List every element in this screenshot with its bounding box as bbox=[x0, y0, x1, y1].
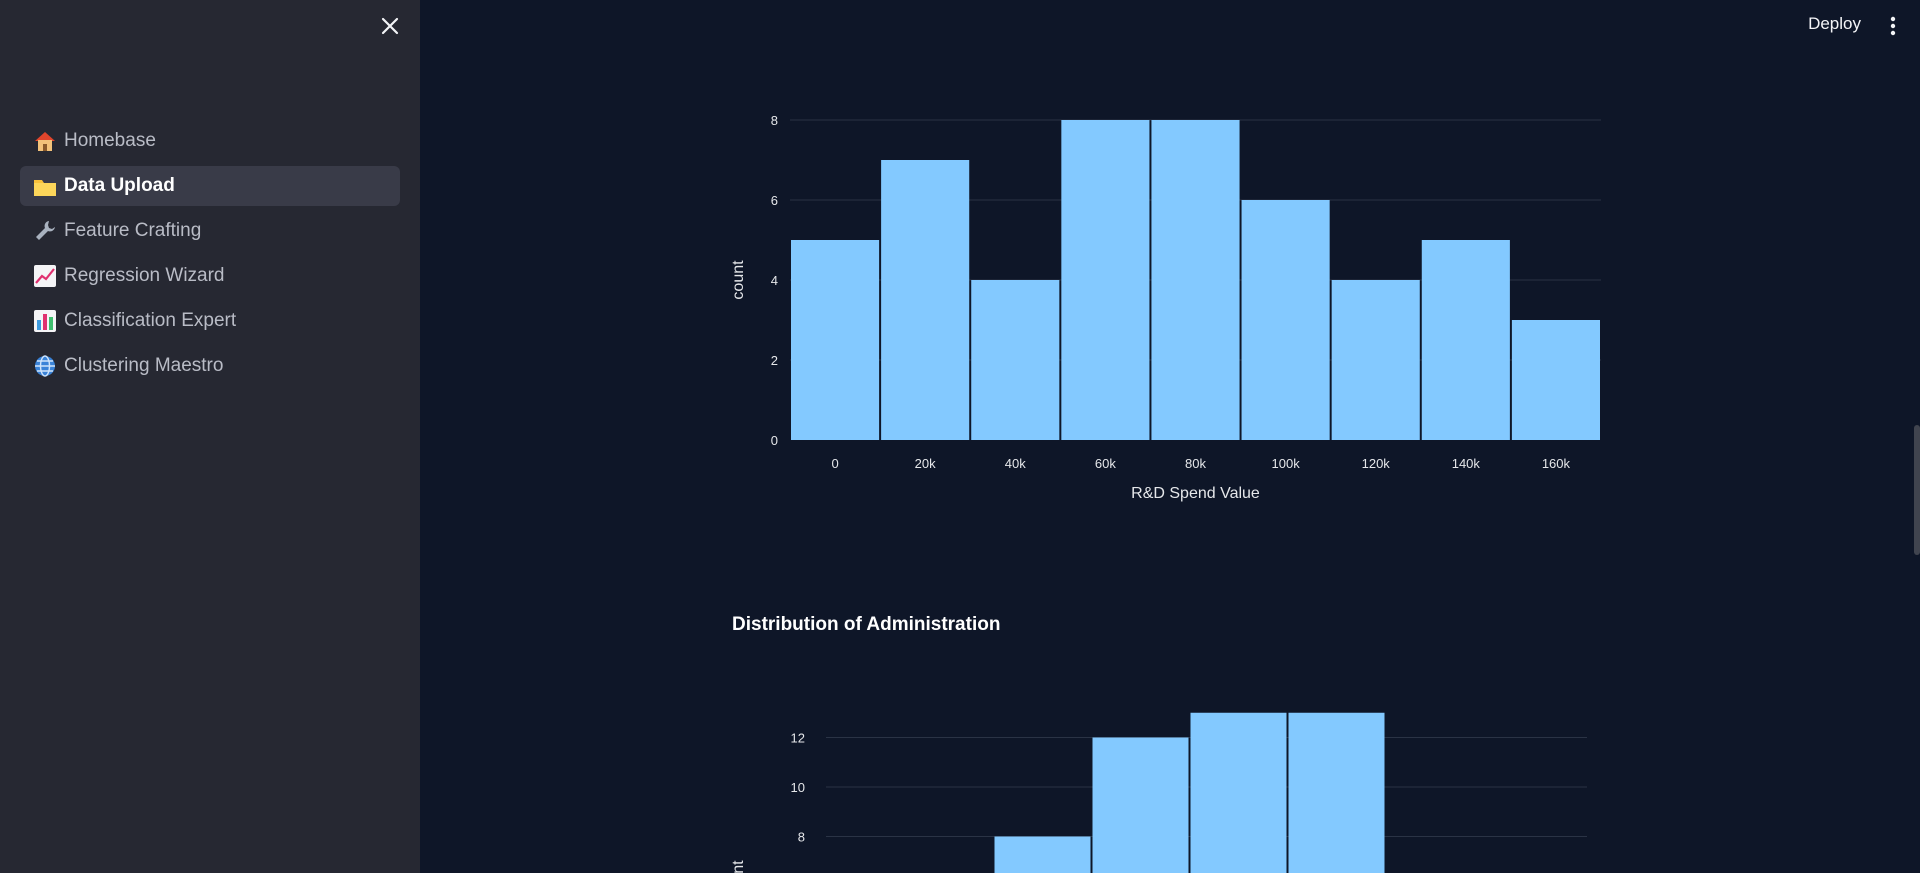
x-tick-label: 40k bbox=[1005, 456, 1026, 471]
main-content: Deploy 0 2 4 6 8 0 20k 40k 60k 80k 100k 120k 140k 160… bbox=[420, 0, 1920, 873]
sidebar-item-classification-expert[interactable]: Classification Expert bbox=[20, 301, 400, 341]
y-tick-label: 6 bbox=[771, 193, 778, 208]
wrench-icon bbox=[32, 218, 58, 244]
x-tick-label: 140k bbox=[1452, 456, 1481, 471]
sidebar-item-clustering-maestro[interactable]: Clustering Maestro bbox=[20, 346, 400, 386]
sidebar-item-label: Classification Expert bbox=[64, 310, 237, 331]
deploy-button[interactable]: Deploy bbox=[1808, 14, 1861, 33]
sidebar-item-data-upload[interactable]: Data Upload bbox=[20, 166, 400, 206]
x-tick-label: 100k bbox=[1272, 456, 1301, 471]
rd-spend-histogram: 0 2 4 6 8 0 20k 40k 60k 80k 100k 120k 140k 160k R&D Sp… bbox=[730, 113, 1601, 502]
sidebar-item-label: Homebase bbox=[64, 130, 156, 151]
histogram-bar bbox=[1421, 240, 1510, 440]
page-scrollbar[interactable] bbox=[1914, 425, 1920, 555]
y-tick-label: 4 bbox=[771, 273, 778, 288]
x-tick-label: 60k bbox=[1095, 456, 1116, 471]
close-sidebar-button[interactable] bbox=[378, 14, 402, 38]
sidebar-item-homebase[interactable]: Homebase bbox=[20, 121, 400, 161]
y-tick-label: 8 bbox=[771, 113, 778, 128]
y-tick-label: 10 bbox=[791, 780, 805, 795]
y-axis-title: count bbox=[730, 260, 747, 300]
x-tick-label: 0 bbox=[831, 456, 838, 471]
sidebar: Homebase Data Upload Feature Crafting Regre… bbox=[0, 0, 420, 873]
histogram-bar bbox=[1288, 712, 1385, 873]
histogram-bar bbox=[1511, 320, 1600, 440]
administration-histogram: 8 10 12 count bbox=[730, 712, 1587, 873]
y-tick-label: 0 bbox=[771, 433, 778, 448]
sidebar-nav: Homebase Data Upload Feature Crafting Regre… bbox=[20, 121, 400, 391]
sidebar-item-regression-wizard[interactable]: Regression Wizard bbox=[20, 256, 400, 296]
sidebar-item-label: Feature Crafting bbox=[64, 220, 202, 241]
y-axis-title: count bbox=[730, 860, 747, 873]
histogram-bar bbox=[1190, 712, 1287, 873]
x-tick-label: 120k bbox=[1362, 456, 1391, 471]
histogram-bar bbox=[1092, 737, 1189, 873]
histogram-bar bbox=[881, 160, 970, 440]
sidebar-item-label: Data Upload bbox=[64, 175, 175, 196]
folder-icon bbox=[32, 173, 58, 199]
histogram-bar bbox=[994, 836, 1091, 873]
y-tick-label: 2 bbox=[771, 353, 778, 368]
x-axis-title: R&D Spend Value bbox=[1131, 485, 1260, 502]
histogram-bar bbox=[1151, 120, 1240, 440]
histogram-bar bbox=[1241, 200, 1330, 440]
more-vertical-icon bbox=[1890, 16, 1896, 36]
globe-icon bbox=[32, 353, 58, 379]
x-tick-label: 20k bbox=[915, 456, 936, 471]
section-title: Distribution of Administration bbox=[732, 614, 1001, 635]
histogram-bar bbox=[1331, 280, 1420, 440]
sidebar-item-label: Regression Wizard bbox=[64, 265, 225, 286]
close-icon bbox=[381, 17, 399, 35]
histogram-bar bbox=[1061, 120, 1150, 440]
bar-chart-icon bbox=[32, 308, 58, 334]
sidebar-item-feature-crafting[interactable]: Feature Crafting bbox=[20, 211, 400, 251]
x-tick-label: 160k bbox=[1542, 456, 1571, 471]
main-menu-button[interactable] bbox=[1888, 14, 1898, 38]
chart-increasing-icon bbox=[32, 263, 58, 289]
sidebar-item-label: Clustering Maestro bbox=[64, 355, 224, 376]
y-tick-label: 12 bbox=[791, 731, 805, 746]
histogram-bar bbox=[791, 240, 880, 440]
x-tick-label: 80k bbox=[1185, 456, 1206, 471]
house-icon bbox=[32, 128, 58, 154]
histogram-bar bbox=[971, 280, 1060, 440]
y-tick-label: 8 bbox=[798, 830, 805, 845]
